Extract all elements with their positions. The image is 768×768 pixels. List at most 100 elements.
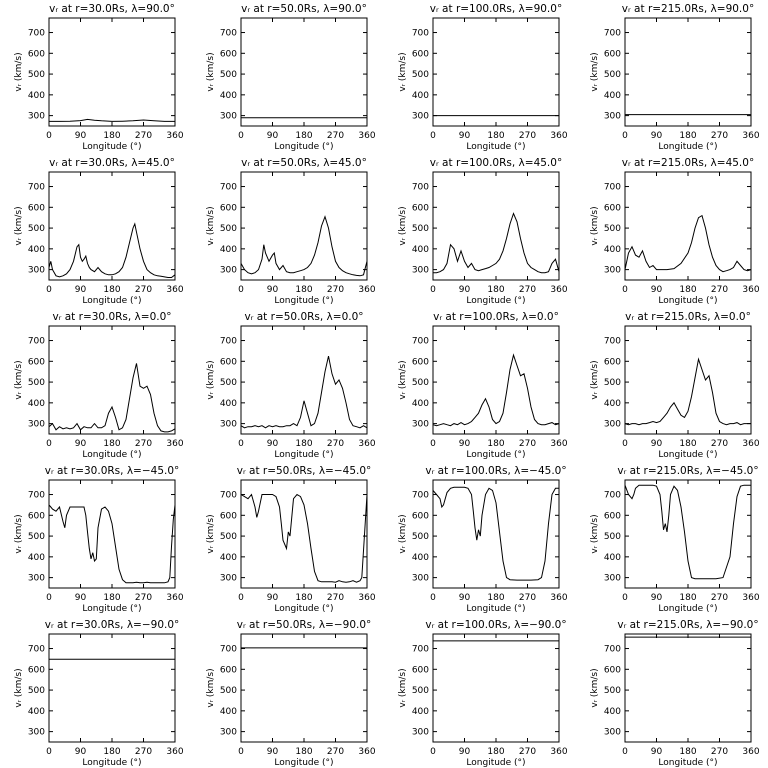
x-tick-label: 360	[358, 439, 375, 449]
y-tick-label: 700	[28, 183, 45, 193]
axes-frame	[624, 633, 752, 743]
x-tick-label: 0	[238, 285, 244, 295]
y-tick-label: 600	[412, 511, 429, 521]
x-tick-label: 0	[238, 439, 244, 449]
y-tick-label: 500	[412, 532, 429, 542]
x-tick-label: 180	[487, 131, 504, 141]
x-tick-label: 360	[166, 747, 183, 757]
y-tick-label: 600	[220, 357, 237, 367]
x-tick-label: 180	[487, 285, 504, 295]
x-tick-label: 90	[75, 131, 87, 141]
y-tick-label: 700	[604, 183, 621, 193]
y-axis-label: vᵣ (km/s)	[14, 206, 24, 245]
x-axis-label: Longitude (°)	[466, 142, 525, 152]
y-tick-label: 400	[28, 553, 45, 563]
y-tick-label: 400	[604, 91, 621, 101]
x-tick-label: 90	[651, 285, 663, 295]
x-tick-label: 180	[103, 593, 120, 603]
axes-frame	[624, 171, 752, 281]
series-line	[240, 355, 368, 429]
x-axis-label: Longitude (°)	[82, 604, 141, 614]
x-tick-label: 180	[295, 747, 312, 757]
x-tick-label: 90	[459, 593, 471, 603]
y-tick-label: 700	[604, 491, 621, 501]
x-tick-label: 360	[742, 285, 759, 295]
y-tick-label: 700	[412, 183, 429, 193]
chart-title: vᵣ at r=50.0Rs, λ=0.0°	[244, 311, 363, 323]
y-tick-label: 500	[604, 70, 621, 80]
y-tick-label: 300	[28, 112, 45, 122]
y-tick-label: 300	[412, 112, 429, 122]
x-tick-label: 360	[358, 593, 375, 603]
x-tick-label: 0	[46, 593, 52, 603]
y-axis-label: vᵣ (km/s)	[590, 206, 600, 245]
x-axis-label: Longitude (°)	[658, 604, 717, 614]
chart-title: vᵣ at r=30.0Rs, λ=45.0°	[49, 157, 175, 169]
x-tick-label: 90	[267, 439, 279, 449]
y-axis-label: vᵣ (km/s)	[206, 206, 216, 245]
chart-panel: vᵣ at r=30.0Rs, λ=−90.0° 0 90 180 270 360 300 4…	[14, 619, 184, 768]
y-axis-label: vᵣ (km/s)	[14, 360, 24, 399]
x-tick-label: 270	[327, 285, 344, 295]
x-tick-label: 0	[46, 131, 52, 141]
x-axis-label: Longitude (°)	[82, 142, 141, 152]
y-axis-label: vᵣ (km/s)	[590, 514, 600, 553]
y-tick-label: 700	[604, 29, 621, 39]
x-tick-label: 0	[622, 439, 628, 449]
x-tick-label: 360	[166, 439, 183, 449]
series-line	[624, 214, 752, 273]
x-tick-label: 360	[166, 285, 183, 295]
chart-title: vᵣ at r=100.0Rs, λ=−90.0°	[425, 619, 566, 631]
x-tick-label: 360	[166, 593, 183, 603]
x-axis-label: Longitude (°)	[82, 296, 141, 306]
y-axis-label: vᵣ (km/s)	[14, 52, 24, 91]
y-tick-label: 500	[220, 532, 237, 542]
x-tick-label: 0	[622, 593, 628, 603]
x-tick-label: 270	[327, 593, 344, 603]
x-tick-label: 0	[622, 285, 628, 295]
x-axis-label: Longitude (°)	[274, 142, 333, 152]
axes-frame	[240, 171, 368, 281]
y-tick-label: 600	[220, 511, 237, 521]
y-tick-label: 500	[604, 532, 621, 542]
y-tick-label: 600	[604, 49, 621, 59]
y-axis-label: vᵣ (km/s)	[398, 206, 408, 245]
x-tick-label: 180	[295, 131, 312, 141]
chart-title: vᵣ at r=215.0Rs, λ=45.0°	[622, 157, 754, 169]
x-tick-label: 0	[622, 131, 628, 141]
y-tick-label: 700	[220, 645, 237, 655]
y-tick-label: 400	[412, 399, 429, 409]
x-tick-label: 90	[267, 131, 279, 141]
y-tick-label: 300	[220, 728, 237, 738]
axes-frame	[240, 325, 368, 435]
x-tick-label: 180	[487, 747, 504, 757]
series-line	[624, 357, 751, 426]
y-tick-label: 700	[604, 337, 621, 347]
y-axis-label: vᵣ (km/s)	[398, 514, 408, 553]
y-tick-label: 700	[220, 491, 237, 501]
y-tick-label: 500	[28, 70, 45, 80]
y-tick-label: 700	[28, 491, 45, 501]
x-tick-label: 270	[135, 131, 152, 141]
x-tick-label: 90	[267, 747, 279, 757]
y-tick-label: 500	[220, 224, 237, 234]
y-tick-label: 300	[220, 112, 237, 122]
x-tick-label: 270	[711, 439, 728, 449]
y-tick-label: 400	[604, 707, 621, 717]
chart-panel: vᵣ at r=100.0Rs, λ=−90.0° 0 90 180 270 360 300…	[398, 619, 568, 768]
x-axis-label: Longitude (°)	[466, 758, 525, 768]
y-tick-label: 300	[604, 574, 621, 584]
x-tick-label: 360	[550, 439, 567, 449]
chart-title: vᵣ at r=215.0Rs, λ=0.0°	[625, 311, 751, 323]
y-tick-label: 400	[28, 245, 45, 255]
x-tick-label: 270	[519, 285, 536, 295]
chart-panel: vᵣ at r=30.0Rs, λ=0.0° 0 90 180 270 360 300 400…	[14, 311, 184, 460]
chart-panel: vᵣ at r=215.0Rs, λ=0.0° 0 90 180 270 360 300 40…	[590, 311, 760, 460]
y-tick-label: 700	[28, 337, 45, 347]
x-tick-label: 90	[75, 747, 87, 757]
x-axis-label: Longitude (°)	[466, 604, 525, 614]
x-tick-label: 90	[459, 439, 471, 449]
y-axis-label: vᵣ (km/s)	[398, 52, 408, 91]
chart-panel: vᵣ at r=30.0Rs, λ=45.0° 0 90 180 270 360 300 40…	[14, 157, 184, 306]
